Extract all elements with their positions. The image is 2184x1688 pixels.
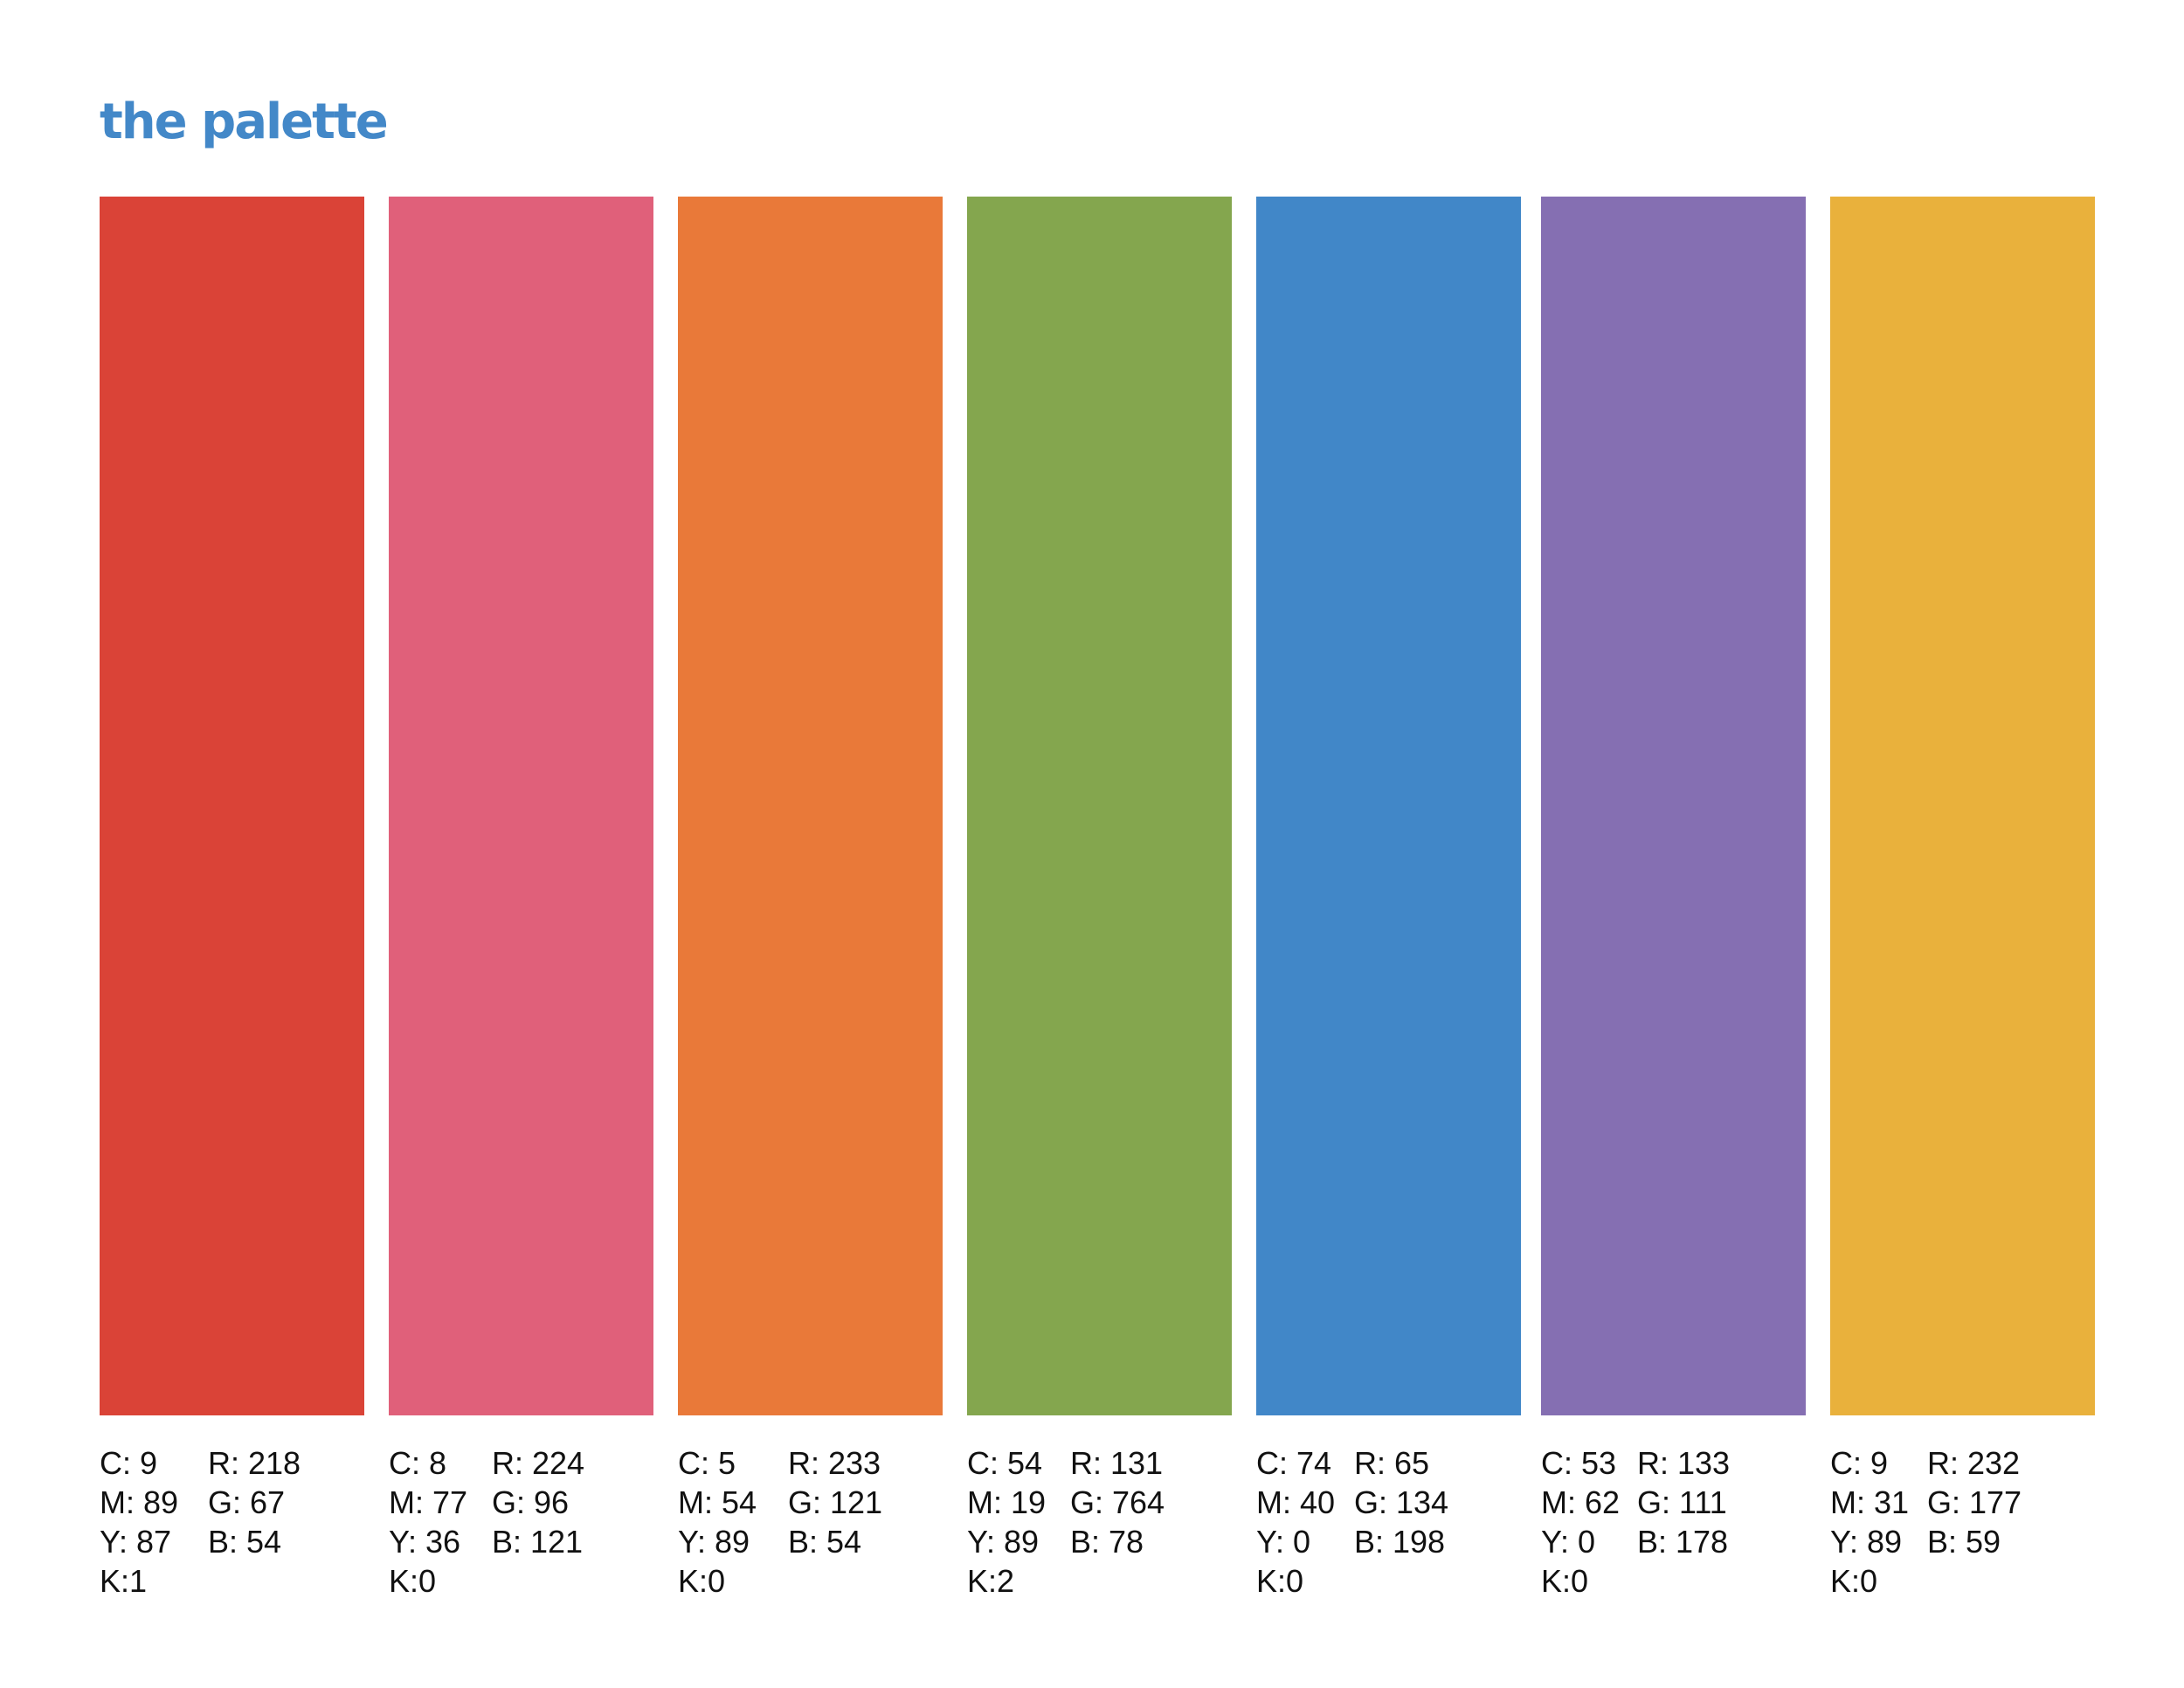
cmyk-cyan: C: 5	[678, 1445, 736, 1481]
rgb-green: G: 96	[492, 1484, 570, 1520]
page-title: the palette	[100, 93, 389, 150]
cmyk-yellow: Y: 89	[1830, 1524, 1903, 1560]
cmyk-key: K:0	[1830, 1563, 1878, 1599]
rgb-blue: B: 198	[1354, 1524, 1446, 1560]
cmyk-cyan: C: 54	[967, 1445, 1043, 1481]
cmyk-key: K:2	[967, 1563, 1015, 1599]
color-swatch	[1256, 197, 1521, 1415]
rgb-red: R: 131	[1070, 1445, 1164, 1481]
cmyk-cyan: C: 9	[1830, 1445, 1889, 1481]
rgb-green: G: 111	[1637, 1484, 1727, 1520]
cmyk-cyan: C: 53	[1541, 1445, 1617, 1481]
rgb-red: R: 224	[492, 1445, 585, 1481]
color-codes: C: 5 R: 233 M: 54 G: 121 Y: 89 B: 54 K:0	[678, 1443, 882, 1601]
rgb-green: G: 764	[1070, 1484, 1165, 1520]
rgb-blue: B: 121	[492, 1524, 584, 1560]
rgb-red: R: 133	[1637, 1445, 1731, 1481]
cmyk-key: K:0	[678, 1563, 726, 1599]
color-swatch	[678, 197, 943, 1415]
cmyk-yellow: Y: 36	[389, 1524, 461, 1560]
color-codes: C: 54 R: 131 M: 19 G: 764 Y: 89 B: 78 K:2	[967, 1443, 1165, 1601]
cmyk-magenta: M: 54	[678, 1484, 757, 1520]
cmyk-magenta: M: 77	[389, 1484, 468, 1520]
rgb-blue: B: 54	[788, 1524, 862, 1560]
cmyk-cyan: C: 8	[389, 1445, 447, 1481]
cmyk-cyan: C: 9	[100, 1445, 158, 1481]
cmyk-cyan: C: 74	[1256, 1445, 1332, 1481]
cmyk-magenta: M: 31	[1830, 1484, 1910, 1520]
cmyk-yellow: Y: 89	[967, 1524, 1040, 1560]
cmyk-key: K:0	[1541, 1563, 1589, 1599]
color-swatch	[1541, 197, 1806, 1415]
rgb-blue: B: 178	[1637, 1524, 1729, 1560]
rgb-red: R: 218	[208, 1445, 301, 1481]
cmyk-yellow: Y: 0	[1541, 1524, 1596, 1560]
cmyk-magenta: M: 89	[100, 1484, 179, 1520]
color-swatch	[1830, 197, 2095, 1415]
cmyk-magenta: M: 62	[1541, 1484, 1621, 1520]
rgb-blue: B: 78	[1070, 1524, 1144, 1560]
color-swatch	[967, 197, 1232, 1415]
color-codes: C: 9 R: 232 M: 31 G: 177 Y: 89 B: 59 K:0	[1830, 1443, 2022, 1601]
rgb-red: R: 232	[1927, 1445, 2021, 1481]
cmyk-magenta: M: 40	[1256, 1484, 1336, 1520]
rgb-red: R: 65	[1354, 1445, 1430, 1481]
cmyk-key: K:0	[389, 1563, 437, 1599]
color-swatch	[100, 197, 364, 1415]
rgb-green: G: 67	[208, 1484, 286, 1520]
cmyk-key: K:0	[1256, 1563, 1304, 1599]
color-swatch	[389, 197, 653, 1415]
rgb-green: G: 121	[788, 1484, 883, 1520]
rgb-green: G: 177	[1927, 1484, 2022, 1520]
rgb-red: R: 233	[788, 1445, 881, 1481]
color-codes: C: 8 R: 224 M: 77 G: 96 Y: 36 B: 121 K:0	[389, 1443, 584, 1601]
cmyk-key: K:1	[100, 1563, 148, 1599]
rgb-blue: B: 59	[1927, 1524, 2001, 1560]
color-codes: C: 74 R: 65 M: 40 G: 134 Y: 0 B: 198 K:0	[1256, 1443, 1448, 1601]
color-codes: C: 9 R: 218 M: 89 G: 67 Y: 87 B: 54 K:1	[100, 1443, 301, 1601]
cmyk-yellow: Y: 87	[100, 1524, 172, 1560]
rgb-blue: B: 54	[208, 1524, 282, 1560]
cmyk-magenta: M: 19	[967, 1484, 1047, 1520]
cmyk-yellow: Y: 0	[1256, 1524, 1311, 1560]
cmyk-yellow: Y: 89	[678, 1524, 750, 1560]
rgb-green: G: 134	[1354, 1484, 1449, 1520]
color-codes: C: 53 R: 133 M: 62 G: 111 Y: 0 B: 178 K:0	[1541, 1443, 1730, 1601]
